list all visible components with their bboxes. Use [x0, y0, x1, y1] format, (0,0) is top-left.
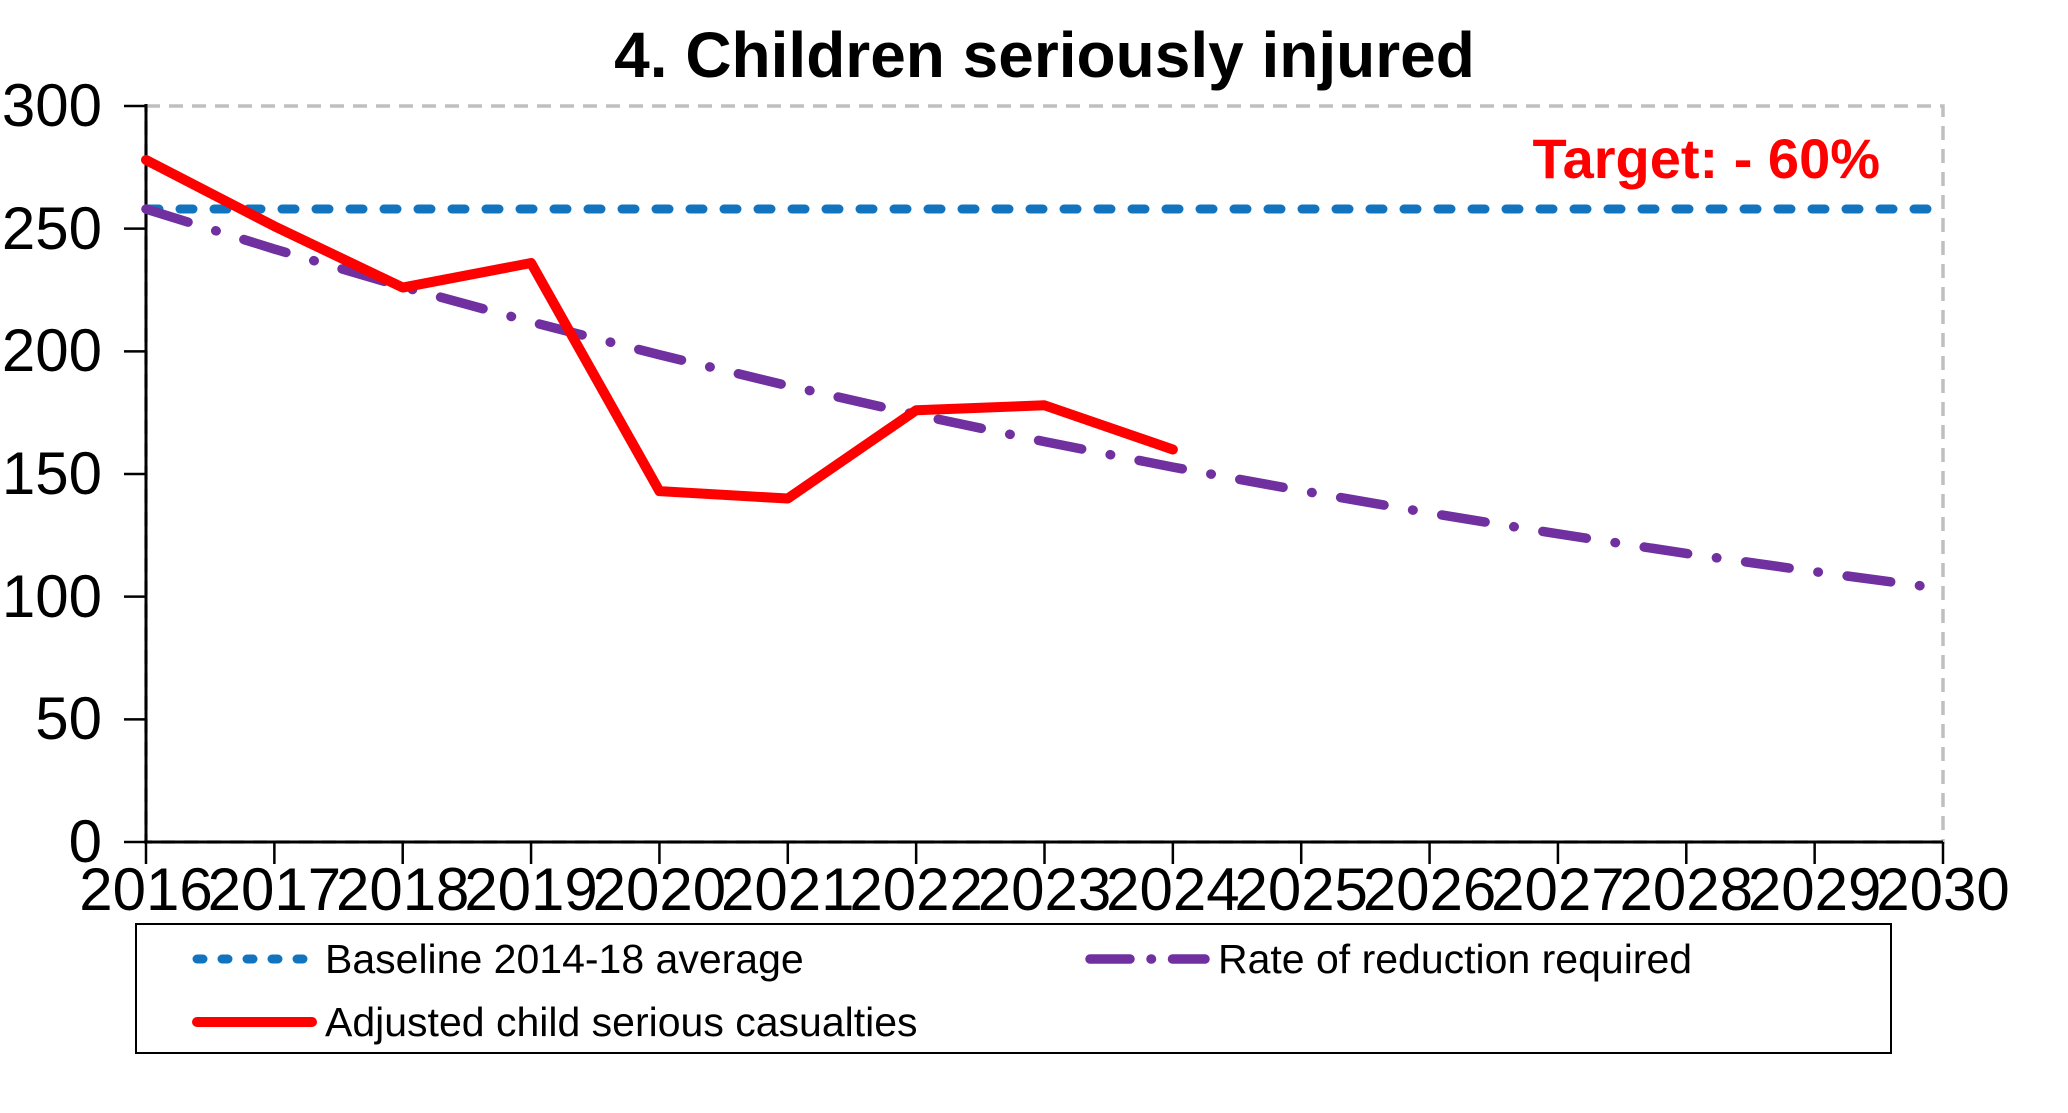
- y-axis-label: 0: [68, 808, 102, 875]
- legend: Baseline 2014-18 average Rate of reducti…: [135, 923, 1892, 1054]
- x-axis-label: 2029: [1747, 856, 1882, 923]
- legend-label-adjusted: Adjusted child serious casualties: [325, 998, 918, 1045]
- required-line-sample-icon: [1085, 954, 1210, 964]
- legend-label-required: Rate of reduction required: [1218, 935, 1693, 982]
- legend-item-required: Rate of reduction required: [1085, 935, 1693, 982]
- x-axis-label: 2026: [1362, 856, 1497, 923]
- x-axis-label: 2021: [721, 856, 855, 923]
- y-axis-label: 300: [1, 72, 102, 139]
- target-label: Target: - 60%: [1532, 127, 1880, 190]
- y-axis-label: 50: [35, 685, 102, 753]
- chart-title: 4. Children seriously injured: [614, 19, 1475, 91]
- legend-item-adjusted: Adjusted child serious casualties: [192, 998, 918, 1045]
- y-axis-label: 250: [1, 194, 102, 262]
- x-axis-label: 2028: [1619, 856, 1754, 923]
- x-axis-label: 2030: [1876, 856, 2010, 923]
- adjusted-line-sample-icon: [192, 1017, 317, 1027]
- x-axis-label: 2019: [464, 856, 598, 923]
- x-axis-label: 2020: [592, 856, 727, 923]
- legend-label-baseline: Baseline 2014-18 average: [325, 935, 804, 982]
- x-axis-label: 2017: [207, 856, 342, 923]
- y-axis-label: 100: [1, 562, 102, 630]
- y-axis-label: 200: [1, 317, 102, 385]
- legend-item-baseline: Baseline 2014-18 average: [192, 935, 804, 982]
- x-axis-label: 2023: [977, 856, 1112, 923]
- x-axis-label: 2027: [1491, 856, 1625, 923]
- baseline-line-sample-icon: [192, 954, 317, 964]
- x-axis-label: 2025: [1234, 856, 1368, 923]
- x-axis-label: 2016: [79, 856, 213, 923]
- x-axis-label: 2022: [849, 856, 983, 923]
- y-axis-label: 150: [1, 440, 102, 507]
- x-axis-label: 2024: [1106, 856, 1240, 923]
- x-axis-label: 2018: [335, 856, 470, 923]
